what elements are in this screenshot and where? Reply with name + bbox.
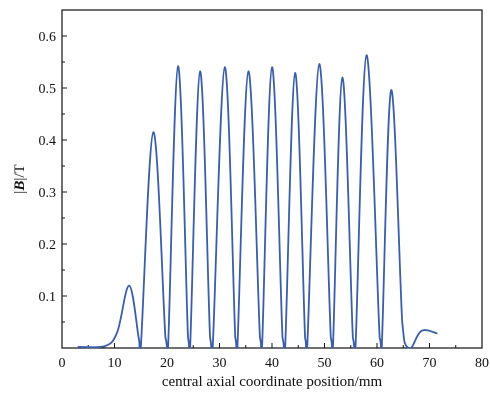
x-tick-label: 40 [265, 356, 279, 371]
x-tick-label: 80 [475, 356, 489, 371]
x-tick-label: 20 [160, 356, 174, 371]
y-tick-label: 0.1 [39, 290, 57, 305]
y-axis-label-bold: B [12, 181, 28, 192]
x-tick-label: 60 [370, 356, 384, 371]
y-tick-label: 0.3 [39, 186, 57, 201]
y-axis-ticks: 0.1 0.2 0.3 0.4 0.5 0.6 [39, 9, 67, 323]
x-tick-label: 30 [213, 356, 227, 371]
x-tick-label: 50 [318, 356, 332, 371]
x-axis-label: central axial coordinate position/mm [162, 374, 383, 390]
y-tick-label: 0.5 [39, 82, 57, 97]
x-tick-label: 0 [59, 356, 66, 371]
series-line-b-field [77, 54, 438, 349]
y-tick-label: 0.2 [39, 238, 57, 253]
y-tick-label: 0.4 [39, 134, 57, 149]
y-axis-label-suffix: |/T [12, 164, 28, 180]
y-tick-label: 0.6 [39, 30, 57, 45]
y-axis-label: |B|/T [12, 164, 28, 193]
x-axis-ticks: 0 10 20 30 40 50 60 70 80 [59, 343, 489, 371]
y-axis-label-prefix: | [12, 191, 28, 194]
x-tick-label: 10 [108, 356, 122, 371]
x-tick-label: 70 [423, 356, 437, 371]
